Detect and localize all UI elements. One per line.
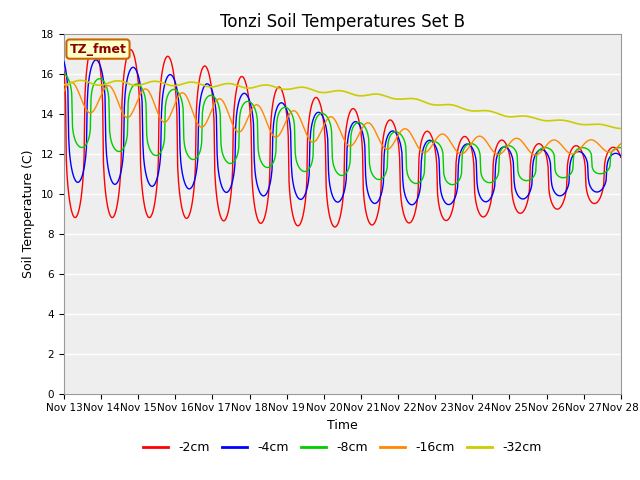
Title: Tonzi Soil Temperatures Set B: Tonzi Soil Temperatures Set B [220,12,465,31]
Legend: -2cm, -4cm, -8cm, -16cm, -32cm: -2cm, -4cm, -8cm, -16cm, -32cm [138,436,547,459]
X-axis label: Time: Time [327,419,358,432]
Text: TZ_fmet: TZ_fmet [70,43,127,56]
Y-axis label: Soil Temperature (C): Soil Temperature (C) [22,149,35,278]
